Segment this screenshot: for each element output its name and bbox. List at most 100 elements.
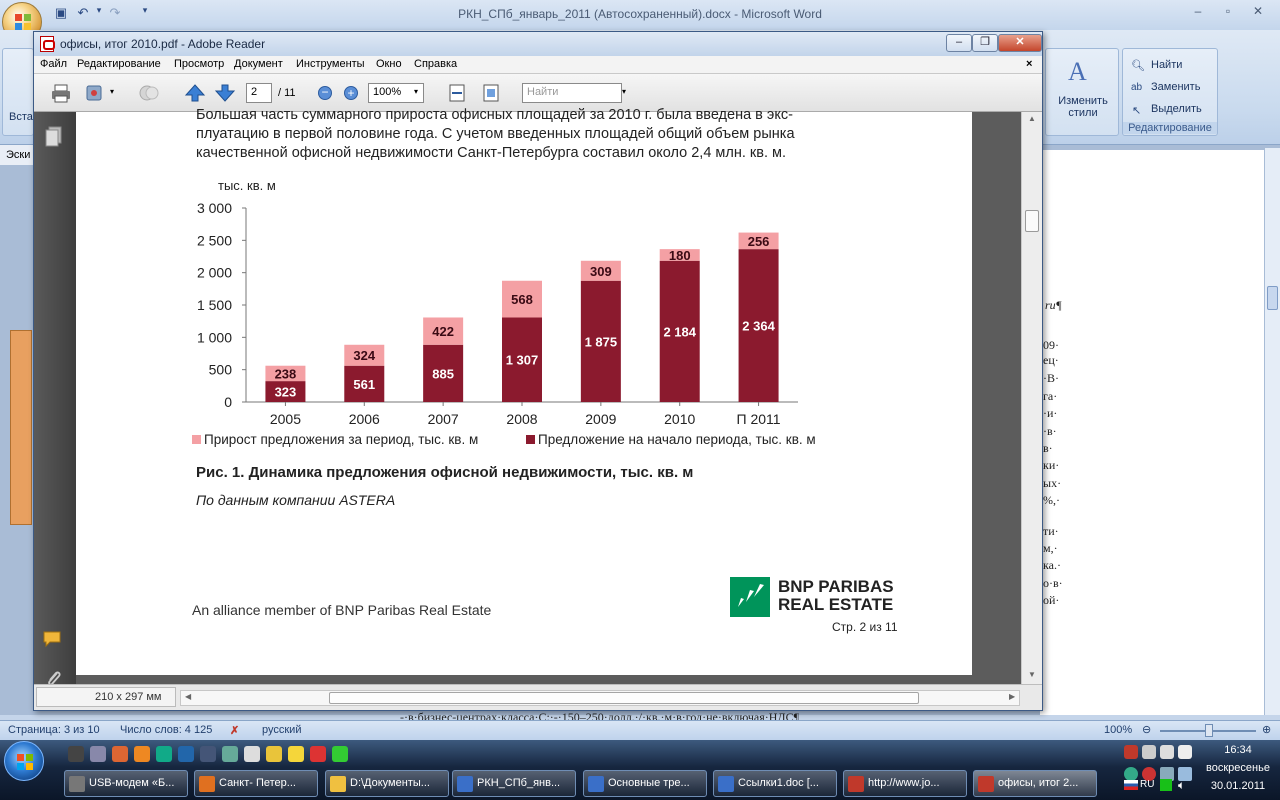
find-button[interactable]: Найти: [1151, 59, 1183, 71]
hardware-icon[interactable]: [90, 746, 106, 762]
zoom-slider-thumb[interactable]: [1205, 724, 1213, 737]
scroll-right-icon[interactable]: ▶: [1009, 692, 1016, 701]
start-button[interactable]: [4, 741, 44, 781]
share-dropdown-icon[interactable]: ▾: [110, 87, 115, 96]
tray-antivirus-icon[interactable]: [1124, 745, 1138, 759]
menu-tools[interactable]: Инструменты: [296, 58, 365, 70]
explorer-icon[interactable]: [200, 746, 216, 762]
reader-close-button[interactable]: ✕: [998, 34, 1042, 52]
spelling-check-icon[interactable]: ✗: [230, 725, 240, 737]
status-page[interactable]: Страница: 3 из 10: [8, 724, 100, 736]
drive-icon[interactable]: [244, 746, 260, 762]
pages-panel-icon[interactable]: [44, 126, 64, 148]
taskbar-button[interactable]: офисы, итог 2...: [973, 770, 1097, 797]
system-tray-icons[interactable]: [1124, 745, 1210, 781]
menu-view[interactable]: Просмотр: [174, 58, 225, 70]
word-maximize-button[interactable]: ▫: [1225, 4, 1231, 18]
previous-page-icon[interactable]: [184, 83, 206, 103]
search-input[interactable]: Найти: [522, 83, 622, 103]
show-desktop-icon[interactable]: [68, 746, 84, 762]
zoom-out-icon[interactable]: ⊖: [1142, 724, 1152, 736]
volume-icon[interactable]: 🔈︎: [1178, 778, 1186, 792]
taskbar-button[interactable]: РКН_СПб_янв...: [452, 770, 576, 797]
sketch-tab[interactable]: Эски: [0, 145, 35, 165]
taskbar-button[interactable]: USB-модем «Б...: [64, 770, 188, 797]
note-icon[interactable]: [288, 746, 304, 762]
redo-icon[interactable]: ↷: [109, 5, 121, 20]
menu-document[interactable]: Документ: [234, 58, 283, 70]
tray-printer-icon[interactable]: [1178, 745, 1192, 759]
tray-display-icon[interactable]: [1178, 767, 1192, 781]
taskbar-button[interactable]: Санкт- Петер...: [194, 770, 318, 797]
taskbar-button[interactable]: Основные тре...: [583, 770, 707, 797]
zoom-in-icon[interactable]: ⊕: [1262, 724, 1272, 736]
scroll-left-icon[interactable]: ◀: [185, 692, 192, 701]
word-minimize-button[interactable]: –: [1194, 4, 1202, 18]
horizontal-scroll-thumb[interactable]: [329, 692, 919, 704]
word-vertical-scrollbar[interactable]: [1264, 148, 1280, 715]
clock-date[interactable]: 30.01.2011: [1210, 780, 1266, 792]
clock-day[interactable]: воскресенье: [1206, 762, 1270, 774]
select-button[interactable]: Выделить: [1151, 103, 1202, 115]
tray-device-icon[interactable]: [1160, 745, 1174, 759]
media-icon[interactable]: [134, 746, 150, 762]
print-icon[interactable]: [50, 83, 72, 103]
zoom-dropdown-icon[interactable]: ▾: [414, 87, 419, 96]
reader-restore-button[interactable]: ❐: [972, 34, 998, 52]
replace-button[interactable]: Заменить: [1151, 81, 1201, 93]
app-icon[interactable]: [310, 746, 326, 762]
folder-icon[interactable]: [266, 746, 282, 762]
menu-window[interactable]: Окно: [376, 58, 402, 70]
clock-time[interactable]: 16:34: [1224, 744, 1252, 756]
fit-width-icon[interactable]: [446, 83, 468, 103]
collaborate-icon[interactable]: [138, 83, 160, 103]
undo-dropdown-icon[interactable]: ▾: [96, 5, 102, 15]
word-close-button[interactable]: ✕: [1252, 4, 1264, 18]
status-language[interactable]: русский: [262, 724, 302, 736]
reader-vertical-scrollbar[interactable]: ▲ ▼: [1021, 112, 1042, 684]
taskbar-button[interactable]: Ссылки1.doc [...: [713, 770, 837, 797]
zoom-out-icon[interactable]: −: [318, 86, 332, 100]
status-zoom[interactable]: 100%: [1104, 724, 1133, 736]
word-scroll-thumb[interactable]: [1267, 286, 1278, 310]
firefox-icon[interactable]: [112, 746, 128, 762]
excel-icon[interactable]: [156, 746, 172, 762]
scroll-down-icon[interactable]: ▼: [1028, 670, 1036, 679]
reader-horizontal-scrollbar[interactable]: ◀ ▶: [180, 690, 1020, 706]
tray-monitor-icon[interactable]: [1160, 767, 1174, 781]
tray-update-icon[interactable]: [1124, 767, 1138, 781]
tray-status-icon[interactable]: [1160, 779, 1172, 791]
language-flag-icon[interactable]: [1124, 780, 1138, 790]
attachments-panel-icon[interactable]: [44, 668, 64, 690]
close-document-icon[interactable]: ×: [1026, 58, 1033, 70]
reader-minimize-button[interactable]: –: [946, 34, 972, 52]
zoom-in-icon[interactable]: +: [344, 86, 358, 100]
page-number-input[interactable]: 2: [246, 83, 272, 103]
status-words[interactable]: Число слов: 4 125: [120, 724, 213, 736]
zoom-select[interactable]: 100%: [368, 83, 424, 103]
reader-menu-bar: Файл Редактирование Просмотр Документ Ин…: [34, 56, 1042, 74]
menu-help[interactable]: Справка: [414, 58, 458, 70]
scroll-up-icon[interactable]: ▲: [1028, 114, 1036, 123]
reader-scroll-thumb[interactable]: [1025, 210, 1039, 232]
save-icon[interactable]: ▣: [54, 5, 68, 20]
input-language[interactable]: RU: [1140, 779, 1155, 790]
flower-icon[interactable]: [332, 746, 348, 762]
share-icon[interactable]: [84, 83, 106, 103]
paste-button[interactable]: Вста: [9, 111, 33, 123]
taskbar-button[interactable]: http://www.jo...: [843, 770, 967, 797]
taskbar-button[interactable]: D:\Документы...: [325, 770, 449, 797]
word-icon[interactable]: [178, 746, 194, 762]
comments-panel-icon[interactable]: [42, 630, 66, 650]
undo-icon[interactable]: ↶: [77, 5, 89, 20]
search-dropdown-icon[interactable]: ▾: [622, 87, 627, 96]
tray-record-icon[interactable]: [1142, 767, 1156, 781]
fit-page-icon[interactable]: [480, 83, 502, 103]
tray-network-icon[interactable]: [1142, 745, 1156, 759]
menu-edit[interactable]: Редактирование: [77, 58, 161, 70]
change-styles-button[interactable]: Изменить стили: [1058, 95, 1108, 119]
menu-file[interactable]: Файл: [40, 58, 68, 70]
recycle-icon[interactable]: [222, 746, 238, 762]
customize-quick-access-icon[interactable]: ▾: [142, 5, 148, 15]
next-page-icon[interactable]: [214, 83, 236, 103]
